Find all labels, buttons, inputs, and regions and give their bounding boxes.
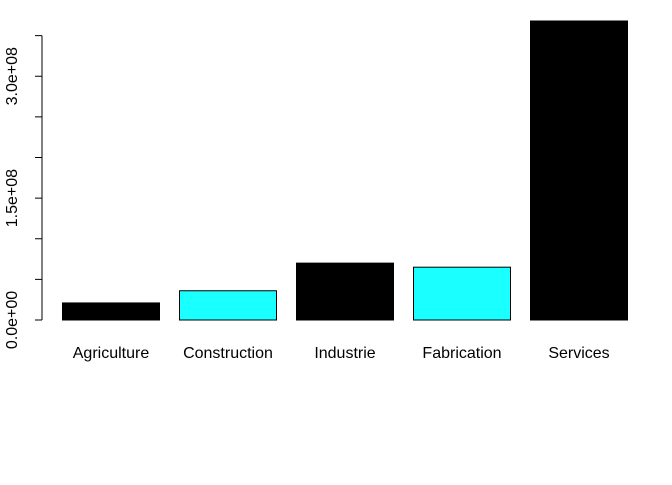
y-tick-label: 0.0e+00 xyxy=(4,291,21,349)
x-tick-label: Services xyxy=(548,345,609,362)
y-tick-label: 1.5e+08 xyxy=(4,169,21,227)
x-tick-label: Agriculture xyxy=(73,345,150,362)
x-tick-label: Construction xyxy=(183,345,273,362)
bar-services xyxy=(530,20,628,321)
bar-construction xyxy=(179,290,277,321)
x-axis-labels: Agriculture Construction Industrie Fabricat… xyxy=(73,345,610,362)
y-axis: 0.0e+00 1.5e+08 3.0e+08 xyxy=(4,35,43,349)
x-tick-label: Fabrication xyxy=(422,345,501,362)
x-tick-label: Industrie xyxy=(314,345,375,362)
bar-industrie xyxy=(296,262,394,321)
bars xyxy=(62,20,628,321)
y-tick-label: 3.0e+08 xyxy=(4,47,21,105)
bar-fabrication xyxy=(413,266,511,321)
bar-agriculture xyxy=(62,302,160,321)
